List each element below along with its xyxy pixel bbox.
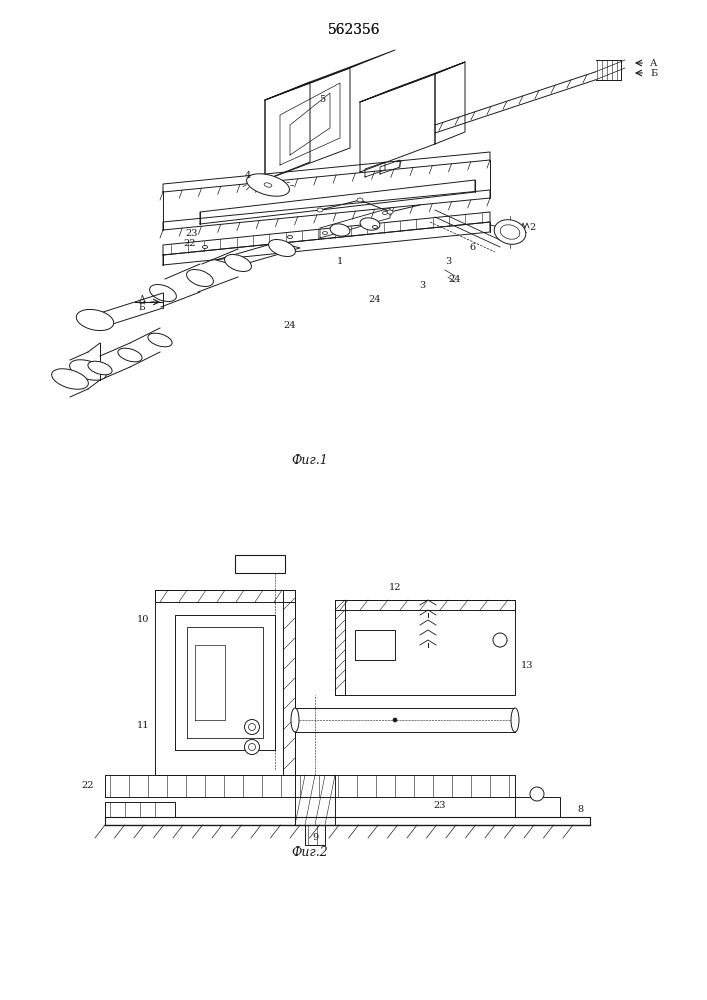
Text: 23: 23 xyxy=(186,230,198,238)
Ellipse shape xyxy=(322,232,327,234)
Ellipse shape xyxy=(245,720,259,734)
Text: 4: 4 xyxy=(245,170,251,180)
Text: 5: 5 xyxy=(319,96,325,104)
Text: 6: 6 xyxy=(469,243,475,252)
Text: 22: 22 xyxy=(184,239,197,248)
Text: 562356: 562356 xyxy=(328,23,380,37)
Ellipse shape xyxy=(247,174,289,196)
Ellipse shape xyxy=(288,235,293,238)
Ellipse shape xyxy=(202,245,207,248)
Ellipse shape xyxy=(387,210,393,214)
Ellipse shape xyxy=(88,361,112,375)
Ellipse shape xyxy=(360,218,380,230)
Text: 12: 12 xyxy=(389,584,402,592)
Ellipse shape xyxy=(52,369,88,389)
Ellipse shape xyxy=(291,708,299,732)
Text: 7: 7 xyxy=(395,160,401,169)
Ellipse shape xyxy=(76,309,114,331)
Text: 11: 11 xyxy=(136,720,149,730)
Text: 10: 10 xyxy=(137,615,149,624)
Ellipse shape xyxy=(530,787,544,801)
Text: Б: Б xyxy=(139,304,146,312)
Text: А: А xyxy=(139,296,146,304)
Ellipse shape xyxy=(373,226,378,229)
Ellipse shape xyxy=(330,224,350,236)
Ellipse shape xyxy=(187,269,214,287)
Text: 3: 3 xyxy=(445,257,451,266)
Ellipse shape xyxy=(245,740,259,754)
Ellipse shape xyxy=(264,183,272,187)
Ellipse shape xyxy=(248,724,255,730)
Ellipse shape xyxy=(494,220,526,244)
Text: Фиг.2: Фиг.2 xyxy=(291,846,328,858)
Text: 562356: 562356 xyxy=(328,23,380,37)
Ellipse shape xyxy=(500,225,520,239)
Ellipse shape xyxy=(393,718,397,722)
Text: А-А: А-А xyxy=(251,560,269,568)
Text: 9: 9 xyxy=(312,832,318,842)
Ellipse shape xyxy=(357,198,363,202)
Ellipse shape xyxy=(511,708,519,732)
Ellipse shape xyxy=(317,208,323,212)
Text: 8: 8 xyxy=(577,804,583,814)
Text: Фиг.1: Фиг.1 xyxy=(291,454,328,466)
Ellipse shape xyxy=(248,744,255,750)
Text: 3: 3 xyxy=(419,280,425,290)
Text: 13: 13 xyxy=(521,660,533,670)
Ellipse shape xyxy=(148,333,172,347)
Text: 2: 2 xyxy=(529,224,535,232)
Text: 24: 24 xyxy=(449,275,461,284)
Text: 1: 1 xyxy=(337,257,343,266)
Text: Б: Б xyxy=(650,68,658,78)
Text: А: А xyxy=(650,58,658,68)
Ellipse shape xyxy=(269,239,296,257)
Text: 24: 24 xyxy=(284,320,296,330)
Ellipse shape xyxy=(150,284,177,302)
Ellipse shape xyxy=(118,348,142,362)
Ellipse shape xyxy=(70,360,106,380)
Text: 23: 23 xyxy=(434,800,446,810)
Bar xyxy=(235,555,285,573)
Text: 22: 22 xyxy=(82,782,94,790)
Ellipse shape xyxy=(225,254,252,272)
Ellipse shape xyxy=(382,212,387,215)
Text: 24: 24 xyxy=(369,296,381,304)
Ellipse shape xyxy=(493,633,507,647)
